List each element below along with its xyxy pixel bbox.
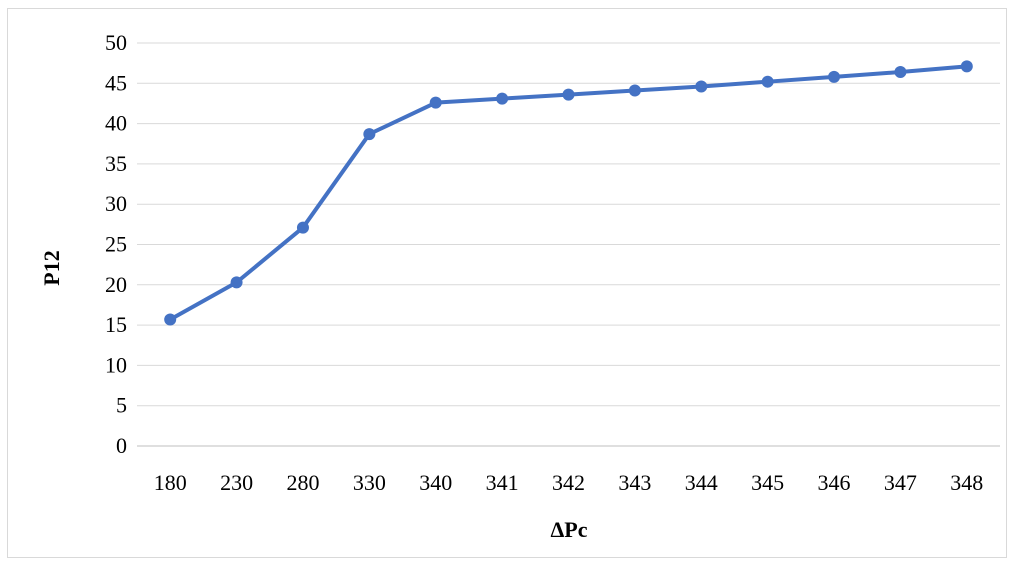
data-point (828, 70, 841, 83)
x-tick-label: 230 (220, 470, 253, 495)
y-tick-label: 40 (105, 111, 127, 136)
x-tick-label: 340 (419, 470, 452, 495)
data-point (628, 84, 641, 97)
y-tick-label: 15 (105, 312, 127, 337)
x-tick-label: 345 (751, 470, 784, 495)
gridlines (137, 42, 1000, 447)
data-point (363, 128, 376, 141)
y-tick-label: 45 (105, 70, 127, 95)
data-point (429, 96, 442, 109)
y-tick-label: 5 (116, 393, 127, 418)
x-tick-label: 342 (552, 470, 585, 495)
x-tick-label: 343 (618, 470, 651, 495)
x-tick-label: 344 (685, 470, 718, 495)
x-tick-label: 348 (950, 470, 983, 495)
data-point (230, 276, 243, 289)
y-tick-labels: 0 5 10 15 20 25 30 35 40 45 50 (105, 30, 127, 458)
y-tick-label: 35 (105, 151, 127, 176)
data-point (164, 313, 177, 326)
x-axis-title: ΔPc (551, 517, 588, 542)
data-point (894, 66, 907, 79)
x-tick-label: 180 (154, 470, 187, 495)
x-tick-label: 330 (353, 470, 386, 495)
x-tick-label: 346 (818, 470, 851, 495)
series-line (168, 64, 969, 322)
y-tick-label: 0 (116, 433, 127, 458)
x-tick-label: 280 (286, 470, 319, 495)
data-point (761, 75, 774, 88)
y-tick-label: 10 (105, 352, 127, 377)
y-tick-label: 30 (105, 191, 127, 216)
x-tick-label: 347 (884, 470, 917, 495)
y-tick-label: 50 (105, 30, 127, 55)
y-tick-label: 20 (105, 272, 127, 297)
data-point (296, 221, 309, 234)
x-tick-labels: 180 230 280 330 340 341 342 343 344 345 346 347 348 (154, 470, 984, 495)
data-point (695, 80, 708, 93)
data-point (960, 60, 973, 73)
data-point (562, 88, 575, 101)
y-tick-label: 25 (105, 232, 127, 257)
y-axis-title: P12 (39, 250, 64, 285)
data-point (496, 92, 509, 105)
x-tick-label: 341 (486, 470, 519, 495)
series-group (164, 60, 973, 326)
